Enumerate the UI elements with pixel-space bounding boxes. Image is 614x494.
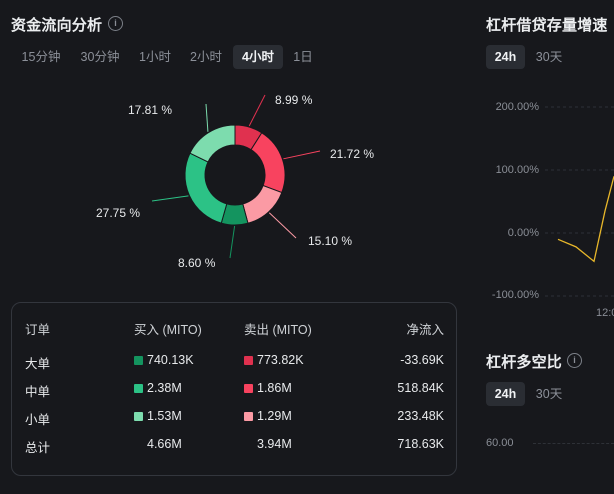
lending-tab-30d[interactable]: 30天 (535, 50, 563, 64)
donut-slice[interactable] (242, 184, 283, 224)
lending-title: 杠杆借贷存量增速 (486, 17, 608, 34)
col-header-order: 订单 (25, 323, 51, 337)
buy-value: 2.38M (147, 381, 182, 395)
donut-leader-line (205, 103, 209, 132)
net-value: 233.48K (397, 409, 444, 423)
buy-color-swatch (134, 384, 143, 393)
tab-1h[interactable]: 1小时 (139, 50, 171, 64)
tab-4h[interactable]: 4小时 (233, 45, 283, 69)
row-label: 小单 (25, 413, 51, 427)
sell-color-swatch (244, 384, 253, 393)
page-title: 资金流向分析 (11, 17, 103, 34)
buy-total: 4.66M (147, 437, 182, 451)
y-tick-label: -100.00% (491, 289, 539, 301)
y-tick-label: 100.00% (495, 164, 539, 176)
ratio-title: 杠杆多空比 (486, 354, 563, 371)
x-tick-label: 12:0 (596, 307, 614, 319)
buy-value: 740.13K (147, 353, 194, 367)
net-total: 718.63K (397, 437, 444, 451)
donut-label: 8.60 % (178, 256, 216, 270)
info-icon[interactable]: i (108, 16, 123, 31)
donut-leader-line (248, 94, 266, 127)
donut-leader-line (229, 225, 236, 259)
sell-color-swatch (244, 356, 253, 365)
row-label: 中单 (25, 385, 51, 399)
lending-tab-24h[interactable]: 24h (486, 45, 525, 69)
y-tick-label: 0.00% (507, 227, 539, 239)
tab-15m[interactable]: 15分钟 (21, 50, 61, 64)
info-icon[interactable]: i (567, 353, 582, 368)
buy-value: 1.53M (147, 409, 182, 423)
order-flow-table: 订单 买入 (MITO) 卖出 (MITO) 净流入 大单 740.13K 77… (11, 302, 457, 476)
ratio-tab-24h[interactable]: 24h (486, 382, 525, 406)
net-value: -33.69K (400, 353, 444, 367)
sell-value: 773.82K (257, 353, 304, 367)
y-tick-label: 60.00 (486, 437, 514, 449)
col-header-net: 净流入 (406, 323, 444, 337)
sell-value: 1.29M (257, 409, 292, 423)
sell-value: 1.86M (257, 381, 292, 395)
col-header-buy: 买入 (MITO) (134, 323, 202, 337)
donut-slice[interactable] (184, 152, 228, 224)
buy-color-swatch (134, 356, 143, 365)
donut-label: 8.99 % (275, 93, 313, 107)
buy-color-swatch (134, 412, 143, 421)
y-tick-label: 200.00% (495, 101, 539, 113)
row-label: 总计 (25, 441, 51, 455)
donut-slice[interactable] (250, 132, 286, 194)
tab-30m[interactable]: 30分钟 (80, 50, 120, 64)
donut-label: 21.72 % (330, 147, 375, 161)
grid-line (533, 443, 614, 444)
donut-leader-line (268, 212, 297, 239)
donut-leader-line (283, 150, 321, 160)
sell-total: 3.94M (257, 437, 292, 451)
tab-2h[interactable]: 2小时 (190, 50, 222, 64)
fund-flow-donut (151, 94, 321, 259)
sell-color-swatch (244, 412, 253, 421)
tab-1d[interactable]: 1日 (293, 50, 313, 64)
lending-growth-chart (545, 106, 614, 297)
ratio-tab-30d[interactable]: 30天 (535, 387, 563, 401)
donut-slice[interactable] (189, 124, 236, 163)
row-label: 大单 (25, 357, 51, 371)
donut-leader-line (151, 195, 189, 202)
lending-growth-line (557, 176, 614, 263)
donut-label: 15.10 % (308, 234, 353, 248)
donut-label: 17.81 % (128, 103, 173, 117)
col-header-sell: 卖出 (MITO) (244, 323, 312, 337)
net-value: 518.84K (397, 381, 444, 395)
donut-label: 27.75 % (96, 206, 141, 220)
